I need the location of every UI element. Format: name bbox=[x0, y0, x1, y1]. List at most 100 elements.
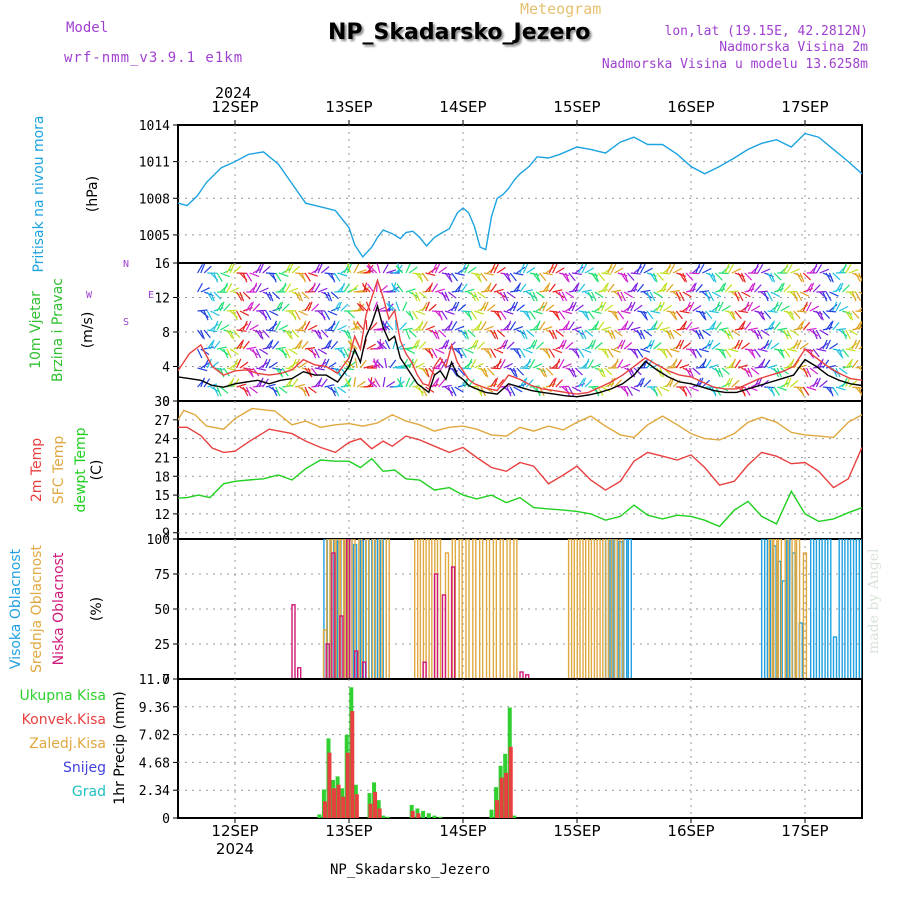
wind-barb bbox=[220, 324, 230, 331]
bar-conv_precip bbox=[341, 796, 346, 818]
wind-barb bbox=[535, 341, 544, 350]
wind-barb bbox=[311, 384, 322, 388]
bar-mid_cloud bbox=[602, 539, 607, 679]
wind-barb bbox=[607, 283, 615, 293]
wind-barb bbox=[578, 310, 589, 314]
bottom-date-label: 15SEP bbox=[553, 822, 600, 840]
wind-barb bbox=[613, 310, 619, 321]
wind-barb bbox=[741, 304, 750, 312]
wind-barb bbox=[441, 310, 448, 320]
wind-barb bbox=[330, 320, 336, 331]
wind-barb bbox=[659, 301, 665, 312]
wind-barb bbox=[304, 302, 311, 312]
wind-barb bbox=[362, 284, 371, 293]
wind-barb bbox=[255, 348, 262, 359]
wind-barb bbox=[626, 321, 634, 331]
wind-barb bbox=[337, 348, 346, 356]
bar-conv_precip bbox=[499, 777, 504, 818]
wind-barb bbox=[320, 266, 330, 274]
wind-barb bbox=[464, 348, 474, 354]
wind-barb bbox=[741, 291, 751, 298]
wind-barb bbox=[291, 266, 300, 274]
wind-barb bbox=[467, 329, 476, 338]
wind-barb bbox=[239, 291, 245, 302]
wind-barb bbox=[252, 385, 263, 388]
wind-barb bbox=[571, 301, 577, 312]
wind-barb bbox=[454, 325, 465, 331]
wind-barb bbox=[200, 310, 209, 318]
wind-barb bbox=[307, 367, 313, 378]
top-date-label: 14SEP bbox=[439, 98, 486, 116]
wind-axis-label-2: Brzina i Pravac bbox=[50, 278, 66, 382]
wind-barb bbox=[356, 302, 365, 312]
wind-barb bbox=[637, 310, 648, 314]
wind-barb bbox=[181, 340, 185, 349]
wind-barb bbox=[565, 291, 575, 299]
y-tick-label: 2.34 bbox=[139, 784, 170, 799]
wind-barb bbox=[826, 364, 837, 369]
wind-barb bbox=[578, 329, 584, 340]
wind-barb bbox=[259, 287, 269, 293]
wind-barb bbox=[317, 287, 328, 293]
wind-barb bbox=[659, 386, 670, 392]
wind-barb bbox=[812, 263, 818, 274]
wind-barb bbox=[242, 291, 251, 300]
wind-barb bbox=[294, 310, 301, 320]
wind-barb bbox=[822, 339, 828, 350]
wind-barb bbox=[532, 272, 540, 282]
wind-barb bbox=[391, 284, 400, 293]
bar-high_cloud bbox=[772, 545, 777, 679]
bar-mid_cloud bbox=[773, 539, 778, 679]
wind-barb bbox=[337, 386, 347, 394]
wind-barb bbox=[626, 386, 633, 396]
wind-barb bbox=[815, 329, 822, 340]
wind-barb bbox=[249, 324, 259, 331]
wind-barb bbox=[685, 386, 692, 396]
wind-barb bbox=[744, 272, 753, 281]
wind-barb bbox=[405, 329, 411, 340]
wind-barb bbox=[191, 273, 200, 277]
bottom-year-label: 2024 bbox=[216, 840, 254, 858]
wind-barb bbox=[848, 310, 854, 321]
wind-barb bbox=[512, 367, 518, 378]
wind-barb bbox=[656, 321, 664, 331]
wind-barb bbox=[330, 272, 336, 283]
bar-mid_cloud bbox=[485, 539, 491, 679]
wind-barb bbox=[271, 272, 277, 283]
wind-barb bbox=[499, 291, 506, 302]
wind-barb bbox=[243, 367, 254, 371]
bar-low_cloud bbox=[361, 661, 367, 679]
wind-barb bbox=[301, 367, 312, 371]
wind-barb bbox=[213, 386, 220, 397]
wind-barb bbox=[835, 283, 842, 293]
wind-barb bbox=[842, 284, 850, 293]
wind-barb bbox=[275, 272, 282, 282]
wind-barb bbox=[604, 282, 609, 293]
wind-barb bbox=[259, 348, 269, 355]
wind-barb bbox=[191, 387, 199, 393]
wind-barb bbox=[753, 329, 760, 340]
wind-barb bbox=[760, 329, 770, 336]
wind-barb bbox=[643, 310, 648, 321]
bar-mid_cloud bbox=[419, 539, 425, 679]
wind-barb bbox=[776, 301, 783, 312]
model-run: wrf-nmm_v3.9.1 e1km bbox=[64, 50, 244, 66]
wind-barb bbox=[630, 326, 641, 331]
wind-barb bbox=[330, 386, 336, 397]
wind-barb bbox=[662, 282, 668, 293]
wind-axis-label: 10m Vjetar bbox=[28, 291, 44, 369]
wind-barb bbox=[679, 291, 685, 302]
wind-barb bbox=[438, 378, 446, 388]
wind-barb bbox=[617, 310, 625, 320]
wind-barb bbox=[652, 386, 658, 397]
bar-conv_precip bbox=[377, 808, 382, 818]
wind-barb bbox=[473, 339, 479, 350]
wind-barb bbox=[559, 385, 570, 388]
wind-barb bbox=[297, 291, 303, 302]
wind-barb bbox=[548, 348, 556, 358]
wind-barb bbox=[516, 348, 522, 359]
wind-barb bbox=[486, 367, 495, 376]
wind-barb bbox=[333, 320, 340, 331]
wind-barb bbox=[601, 326, 612, 331]
wind-barb bbox=[539, 301, 545, 312]
